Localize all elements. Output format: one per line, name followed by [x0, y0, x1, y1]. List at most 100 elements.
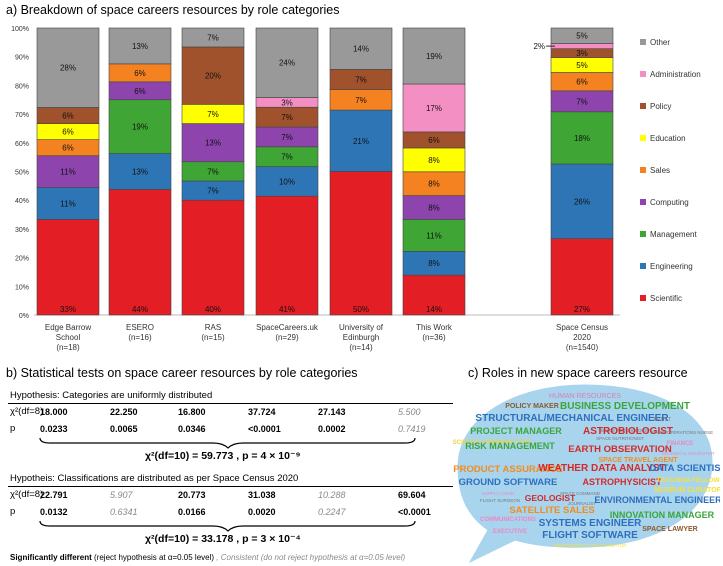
data-label: 24% [279, 59, 295, 68]
x-tick-label: Edinburgh [343, 333, 379, 342]
word-cloud-word: TECHNICAL RECRUITER [662, 451, 716, 456]
word-cloud-word: WEATHER DATA ANALYST [538, 463, 665, 474]
stat-value: 22.791 [40, 490, 68, 500]
data-label: 7% [355, 76, 367, 85]
y-tick-label: 40% [15, 198, 29, 205]
x-tick-label: (n=15) [201, 333, 225, 342]
word-cloud-word: MUSEUM CURATOR [654, 487, 720, 494]
word-cloud-word: SPACE PSYCHOLOGIST [600, 428, 652, 433]
hyp1-combined-result: χ²(df=10) = 59.773 , p = 4 × 10⁻⁹ [145, 450, 301, 462]
x-tick-label: (n=14) [349, 343, 373, 352]
bar-segment-other [402, 27, 466, 85]
legend-swatch-computing [640, 199, 646, 205]
x-tick-label: (n=16) [128, 333, 152, 342]
hyp2-brace [39, 520, 416, 532]
data-label: 8% [428, 180, 440, 189]
panel-a-title: a) Breakdown of space careers resources … [6, 3, 340, 17]
speech-bubble [457, 384, 713, 564]
word-cloud-word: BUSINESS DEVELOPMENT [560, 401, 690, 412]
bar-segment-computing [181, 123, 245, 163]
data-label: 11% [60, 200, 75, 209]
stat-value: 10.288 [318, 490, 346, 500]
bar-segment-administration [550, 43, 614, 49]
x-tick-label: This Work [416, 323, 453, 332]
bar-segment-other [550, 27, 614, 44]
data-label: 26% [574, 197, 590, 206]
word-cloud-word: FLIGHT SOFTWARE [542, 530, 638, 541]
data-label: 7% [207, 110, 219, 119]
y-tick-label: 100% [11, 26, 29, 33]
data-label: 3% [576, 49, 588, 58]
legend-label-education: Education [650, 134, 686, 143]
data-label: 6% [62, 144, 74, 153]
word-cloud-word: EXECUTIVE [493, 529, 527, 535]
data-label: 6% [576, 78, 588, 87]
legend-swatch-engineering [640, 263, 646, 269]
significance-footnote: Significantly different (reject hypothes… [10, 553, 405, 562]
stat-value: 22.250 [110, 407, 138, 417]
data-label: 20% [205, 72, 221, 81]
y-tick-label: 80% [15, 83, 29, 90]
x-tick-label: SpaceCareers.uk [256, 323, 319, 332]
y-tick-label: 20% [15, 256, 29, 263]
hypothesis-2-text: Hypotheis: Classifications are distribut… [10, 473, 299, 484]
data-label: 2% [533, 42, 545, 51]
bar-segment-scientific [550, 238, 614, 316]
word-cloud-word: EARTH OBSERVATION [568, 444, 672, 455]
data-label: 14% [353, 45, 369, 54]
stat-value: 31.038 [248, 490, 276, 500]
x-tick-label: 2020 [573, 333, 591, 342]
bar-segment-other [108, 27, 172, 65]
word-cloud-word: STRUCTURAL/MECHANICAL ENGINEER [475, 413, 669, 424]
data-label: 18% [574, 134, 590, 143]
data-label: 7% [355, 96, 367, 105]
data-label: 17% [426, 104, 442, 113]
bar-segment-engineering [108, 153, 172, 190]
data-label: 6% [428, 136, 440, 145]
data-label: 19% [426, 52, 442, 61]
stat-value: 27.143 [318, 407, 346, 417]
hypothesis-1-rule [8, 403, 453, 404]
data-label: 6% [134, 69, 146, 78]
legend-swatch-policy [640, 103, 646, 109]
footnote-consistent: , Consistent (do not reject hypothesis a… [214, 553, 406, 562]
word-cloud-word: JOURNALIST [568, 501, 596, 506]
stat-value: 16.800 [178, 407, 206, 417]
word-cloud-word: PROJECT MANAGER [470, 426, 562, 436]
x-tick-label: ESERO [126, 323, 154, 332]
hyp1-chi-label: χ²(df=8) [10, 406, 44, 417]
stat-value: <0.0001 [248, 424, 281, 434]
word-cloud-word: SUPPLY CHAIN [482, 491, 515, 496]
hyp2-chi-label: χ²(df=8) [10, 489, 44, 500]
legend-swatch-education [640, 135, 646, 141]
word-cloud-word: POLICY MAKER [505, 403, 559, 410]
data-label: 7% [281, 113, 293, 122]
legend-label-sales: Sales [650, 166, 670, 175]
word-cloud-word: SATELLITE SALES [509, 505, 594, 516]
legend-swatch-sales [640, 167, 646, 173]
word-cloud-word: SPACE TRAVEL AGENT [598, 457, 678, 464]
legend-swatch-administration [640, 71, 646, 77]
data-label: 27% [574, 305, 590, 314]
word-cloud-word: COMMUNICATIONS [480, 517, 536, 523]
data-label: 41% [279, 305, 295, 314]
data-label: 7% [207, 167, 219, 176]
hyp1-brace [39, 437, 416, 449]
hyp2-combined-result: χ²(df=10) = 33.178 , p = 3 × 10⁻⁴ [145, 533, 301, 545]
stacked-bar-chart: 0% 10% 20% 30% 40% 50% 60% 70% 80% 90% 100% 33% 11% 1… [11, 26, 701, 352]
data-label: 5% [576, 61, 588, 70]
hypothesis-1-text: Hypothesis: Categories are uniformly dis… [10, 390, 213, 401]
x-tick-label: RAS [205, 323, 221, 332]
data-label: 8% [428, 259, 440, 268]
bar-segment-computing [36, 155, 100, 188]
panel-c-title: c) Roles in new space careers resource [468, 366, 688, 380]
word-cloud-word: GROUND SOFTWARE [459, 477, 558, 488]
x-tick-label: University of [339, 323, 384, 332]
stat-value: <0.0001 [398, 507, 431, 517]
data-label: 3% [281, 98, 293, 107]
data-label: 13% [205, 139, 221, 148]
y-tick-label: 70% [15, 112, 29, 119]
word-cloud-word: SPACE NUTRITIONIST [596, 436, 644, 441]
legend-label-administration: Administration [650, 70, 701, 79]
word-cloud-word: DATA SCIENTIST [650, 463, 720, 474]
